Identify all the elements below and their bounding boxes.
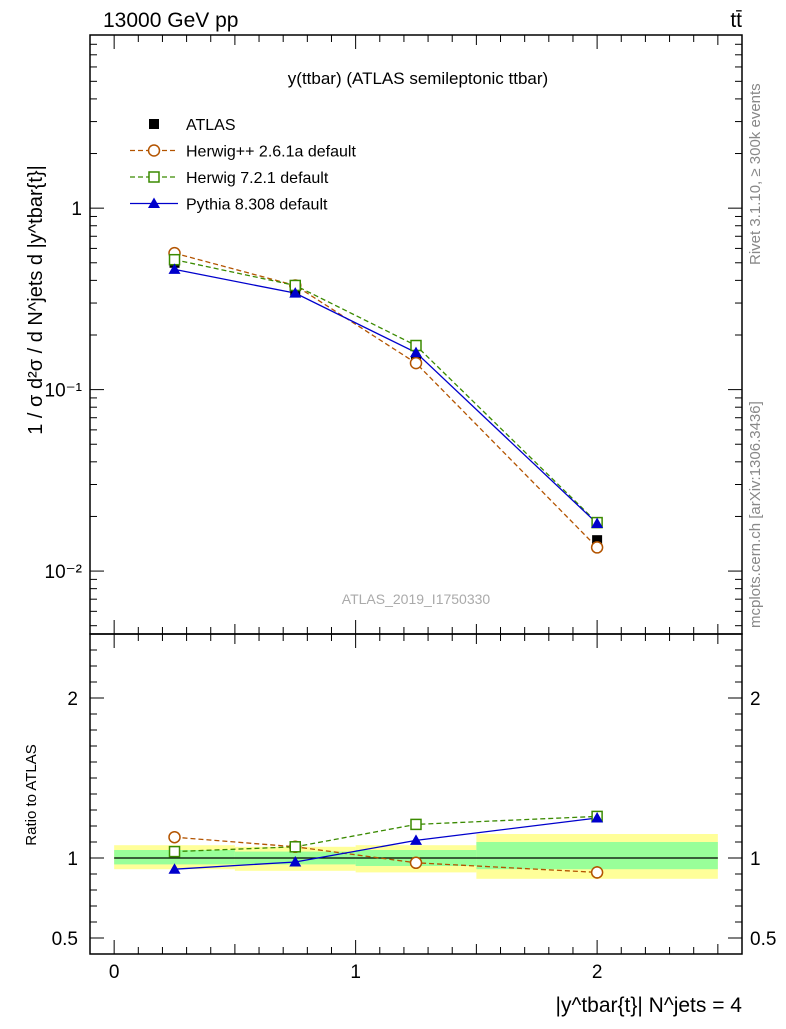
y-tick-label: 10⁻¹ [45,381,83,402]
ratio-point-pythia [168,863,181,874]
legend-label-atlas: ATLAS [186,117,236,134]
mcplots-label: mcplots.cern.ch [arXiv:1306.3436] [747,401,764,628]
y-tick-label: 10⁻² [45,562,83,583]
legend-marker-herwig721 [148,171,160,183]
legend-marker-pythia [148,197,160,208]
ratio-line-herwig721 [174,815,598,853]
line-herwig721 [174,259,598,524]
point-atlas [592,535,603,546]
ratio-y-tick-label-right: 1 [750,849,761,870]
line-herwig261 [174,252,598,548]
ratio-y-tick-label-right: 2 [750,689,761,710]
process-label: tt̄ [730,9,742,32]
ratio-y-axis-label: Ratio to ATLAS [23,744,40,845]
ratio-point-herwig261 [409,856,423,870]
point-herwig721 [168,253,181,266]
x-tick-label: 1 [350,962,361,983]
point-pythia [168,263,181,274]
x-axis-label: |y^tbar{t}| N^jets = 4 [556,994,743,1017]
ratio-y-tick-label-left: 0.5 [52,929,78,950]
main-y-axis-label: 1 / σ d²σ / d N^jets d |y^tbar{t}| [25,165,47,435]
x-tick-label: 0 [109,962,120,983]
legend-label-herwig261: Herwig++ 2.6.1a default [186,144,356,161]
ratio-point-pythia [410,834,422,845]
ratio-point-herwig721 [289,841,302,853]
ratio-band-inner [476,842,718,870]
ratio-point-herwig261 [590,866,604,879]
analysis-watermark: ATLAS_2019_I1750330 [342,591,491,607]
y-tick-label: 1 [71,199,82,220]
legend: ATLAS Herwig++ 2.6.1a default Herwig 7.2.1… [130,117,356,214]
main-panel: 1 10⁻¹ 10⁻² [45,34,743,635]
point-pythia [289,287,302,298]
ratio-point-herwig721 [410,818,422,831]
plot-title: y(ttbar) (ATLAS semileptonic ttbar) [288,69,548,88]
ratio-frame [89,633,743,955]
line-pythia [174,268,598,524]
ratio-point-herwig721 [168,845,181,858]
ratio-y-tick-label-right: 0.5 [750,929,776,950]
ratio-point-pythia [289,856,302,867]
ratio-line-pythia [174,817,598,870]
ratio-point-herwig261 [168,830,181,844]
energy-label: 13000 GeV pp [103,9,238,32]
point-herwig261 [409,356,423,370]
legend-label-pythia: Pythia 8.308 default [186,197,328,214]
point-pythia [410,346,422,358]
legend-marker-atlas [149,119,159,129]
legend-marker-herwig261 [147,144,161,157]
ratio-y-tick-label-left: 2 [67,689,78,710]
ratio-panel: 0.5 0.5 1 1 2 2 0 1 2 [52,633,776,983]
ratio-y-tick-label-left: 1 [67,849,78,870]
point-pythia [591,517,604,528]
legend-label-herwig721: Herwig 7.2.1 default [186,170,329,187]
ratio-point-pythia [591,812,604,823]
point-herwig261 [590,541,604,554]
ratio-line-herwig261 [174,836,598,874]
x-tick-label: 2 [592,962,603,983]
rivet-label: Rivet 3.1.10, ≥ 300k events [747,83,764,265]
